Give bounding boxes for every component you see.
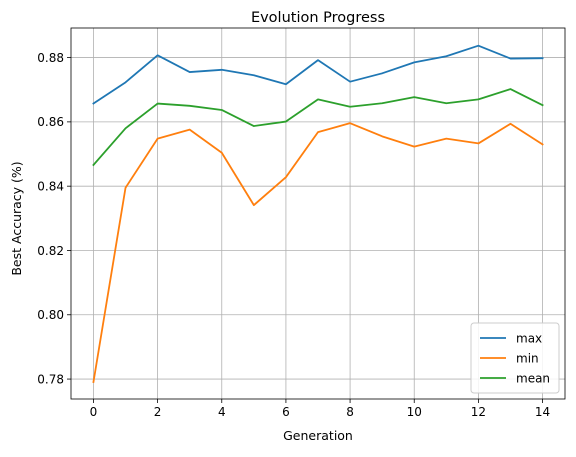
x-tick-label: 10 [407,405,422,419]
legend-label-mean: mean [516,371,550,385]
tick-layer: 0 2 4 6 8 10 12 14 0.78 0.80 0.82 0.84 0.86 0.88 [37,51,550,419]
x-tick-label: 14 [535,405,550,419]
y-tick-label: 0.82 [37,244,64,258]
chart-legend: max min mean [470,322,560,394]
x-tick-label: 8 [346,405,354,419]
series-line-mean [92,88,544,167]
x-axis-label: Generation [283,428,353,443]
y-axis-label: Best Accuracy (%) [9,161,24,275]
x-tick-label: 12 [471,405,486,419]
grid-layer [71,28,565,399]
x-tick-label: 6 [282,405,290,419]
y-tick-label: 0.78 [37,372,64,386]
y-tick-label: 0.80 [37,308,64,322]
x-tick-label: 4 [218,405,226,419]
legend-label-max: max [516,331,542,345]
series-line-max [92,44,544,105]
chart-title: Evolution Progress [251,10,385,26]
series-line-min [92,122,544,383]
x-tick-label: 0 [90,405,98,419]
plot-frame [70,27,566,400]
y-tick-label: 0.84 [37,179,64,193]
legend-box [470,322,560,394]
y-tick-label: 0.88 [37,51,64,65]
legend-label-min: min [516,351,539,365]
x-tick-label: 2 [154,405,162,419]
series-layer [92,44,544,383]
y-tick-label: 0.86 [37,115,64,129]
